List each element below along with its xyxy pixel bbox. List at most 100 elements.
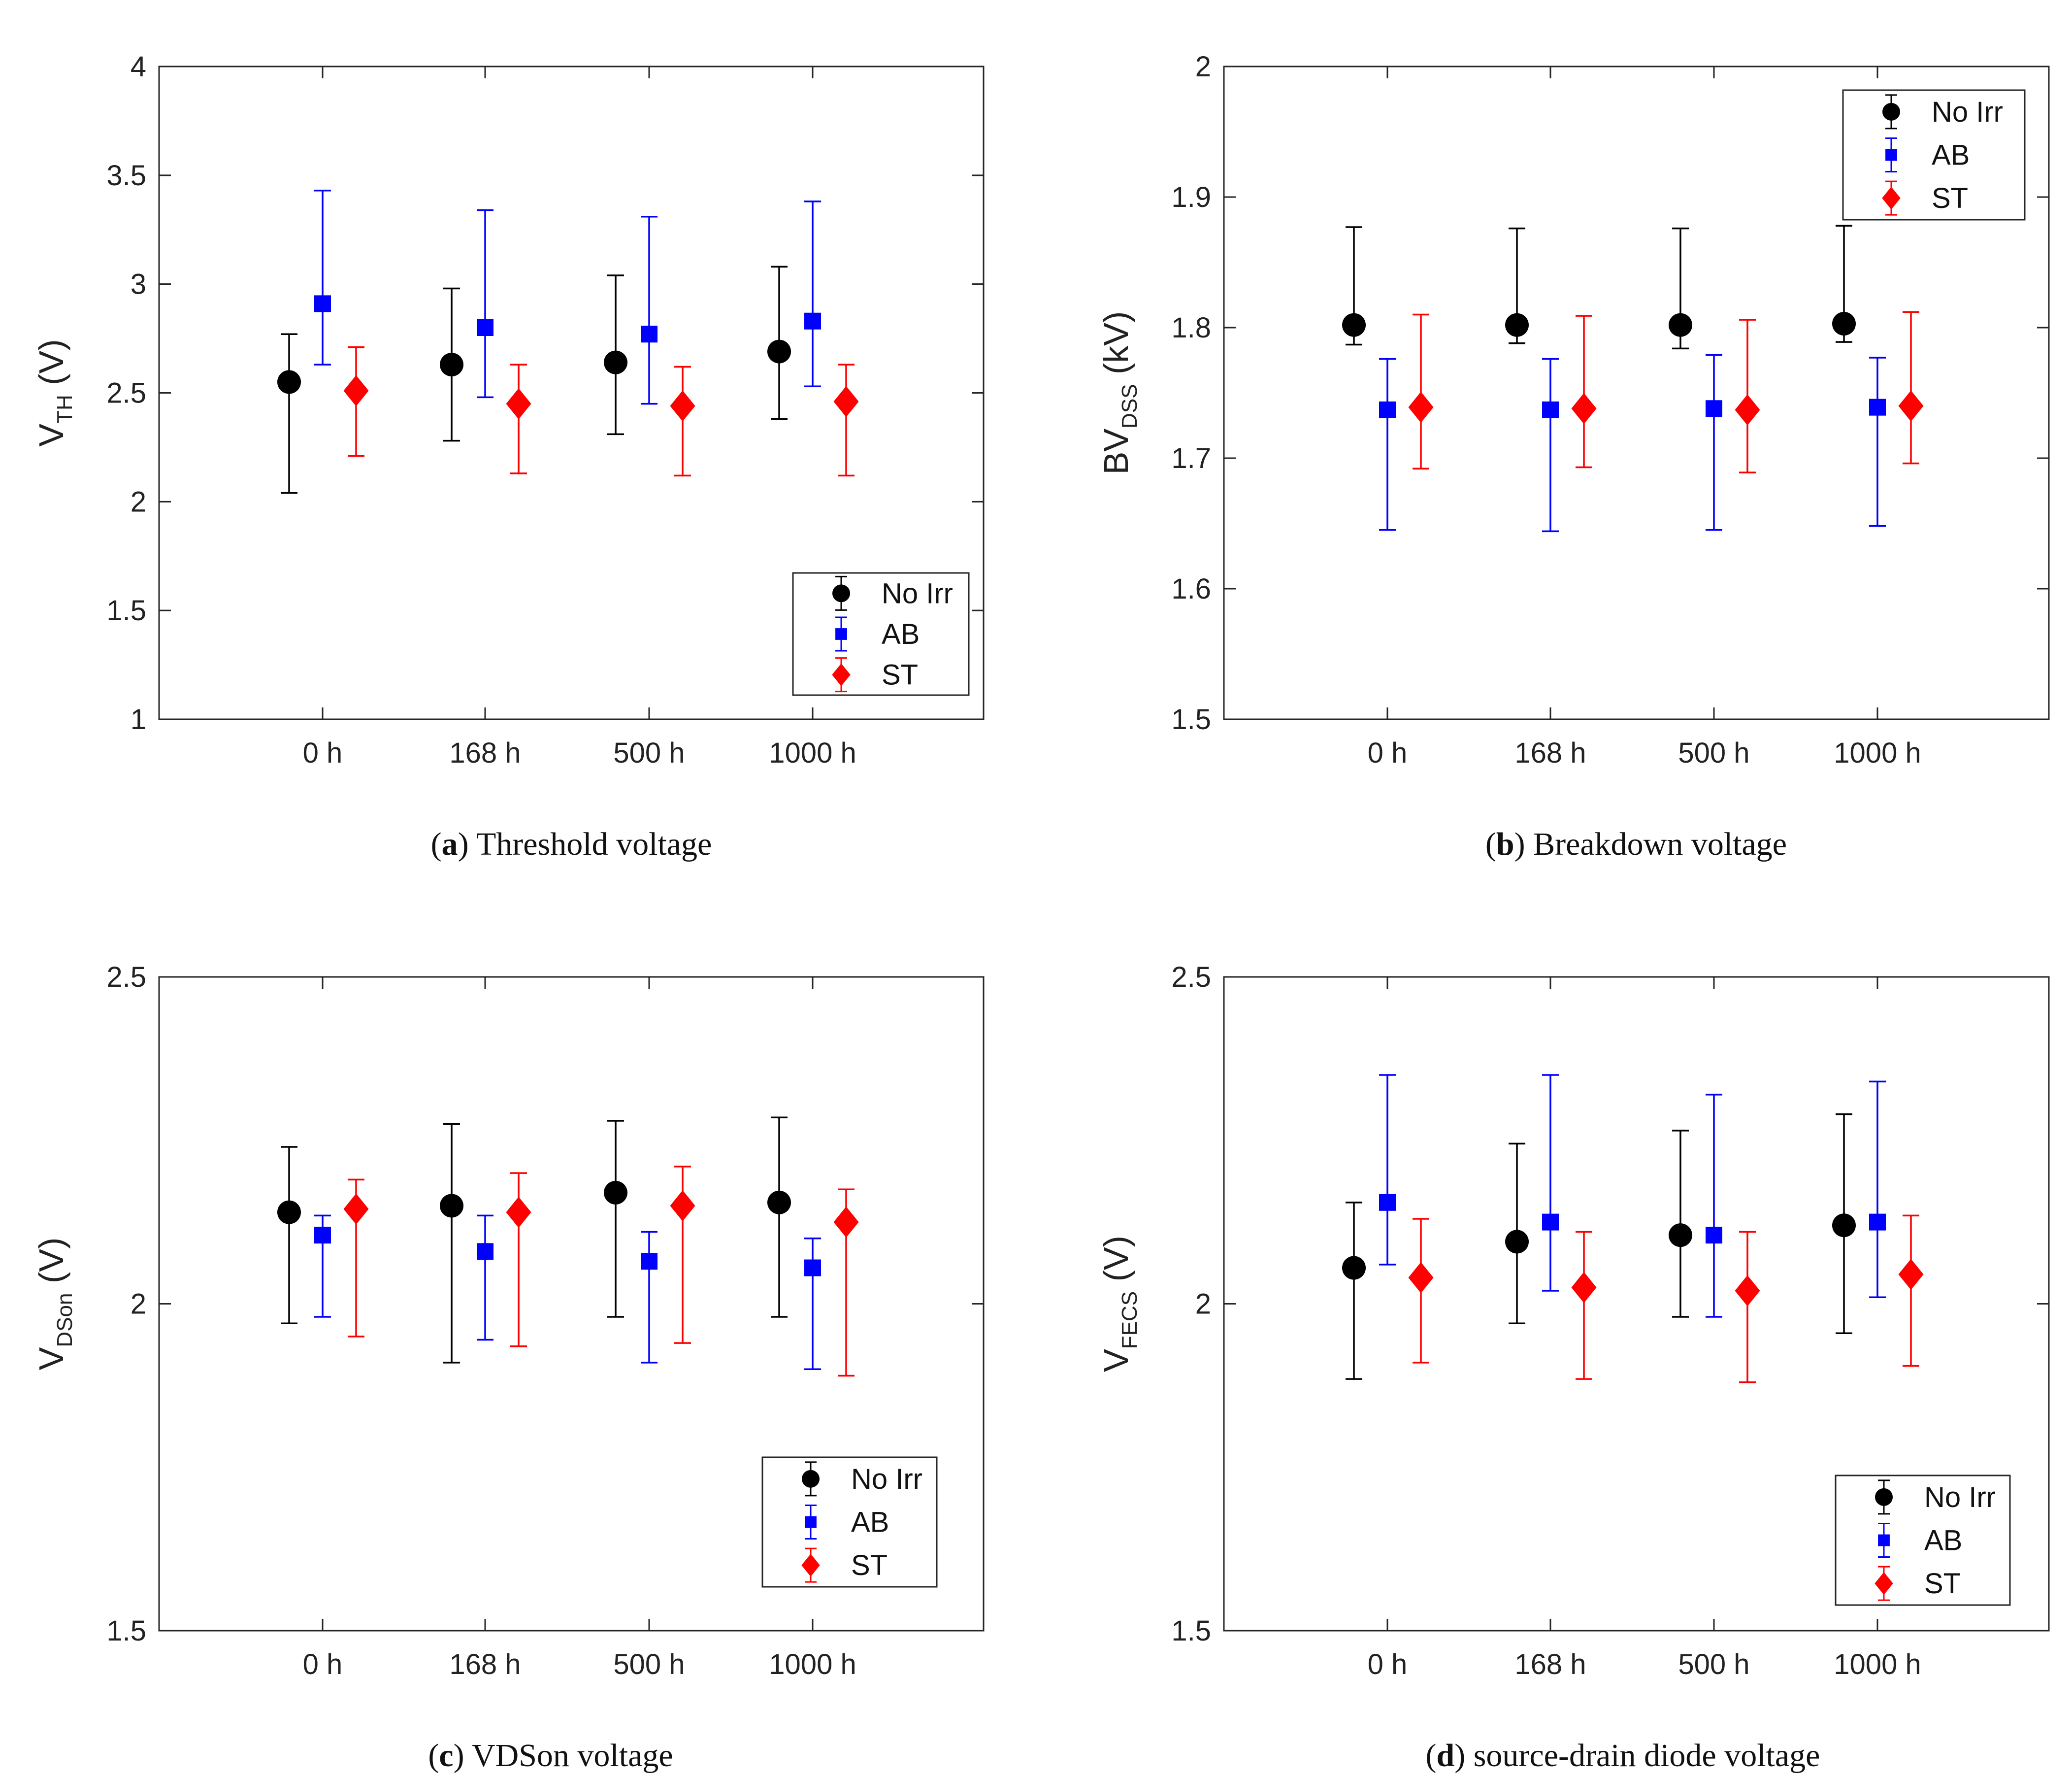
legend-marker-a-2 — [832, 663, 851, 686]
caption-paren-close-a: ) — [458, 826, 476, 862]
data-point-b-0-1 — [1505, 313, 1529, 337]
y-axis-label-a: VTH (V) — [32, 339, 77, 446]
caption-letter-c: c — [439, 1738, 453, 1774]
x-tick-label-d-3: 1000 h — [1834, 1648, 1921, 1680]
y-tick-label-a-6: 4 — [131, 51, 146, 83]
y-tick-label-a-1: 1.5 — [106, 595, 146, 627]
legend-label-b-1: AB — [1932, 139, 1970, 171]
legend-label-a-1: AB — [882, 618, 920, 650]
legend-label-b-0: No Irr — [1932, 96, 2003, 128]
legend-marker-b-1 — [1885, 149, 1897, 161]
chart-c: 1.5 2 2.5 0 h 168 h 500 h 1000 h VDSon (V) No Ir… — [32, 961, 985, 1774]
data-point-a-2-2 — [670, 390, 695, 422]
y-tick-label-d-0: 1.5 — [1171, 1615, 1211, 1647]
caption-paren-open-b: ( — [1485, 826, 1496, 862]
legend-box-c — [761, 1456, 938, 1588]
data-point-b-1-1 — [1542, 401, 1559, 418]
data-point-d-2-0 — [1408, 1262, 1434, 1293]
legend-label-c-1: AB — [851, 1507, 889, 1539]
legend-label-a-2: ST — [882, 659, 918, 691]
caption-letter-a: a — [442, 826, 458, 862]
data-point-a-2-0 — [343, 375, 369, 406]
series-b-no-irr — [1342, 225, 1856, 350]
y-axis-label-d: VFECS (V) — [1097, 1236, 1142, 1372]
caption-paren-close-c: ) — [454, 1738, 472, 1774]
data-point-a-0-3 — [767, 339, 791, 364]
x-tick-label-c-3: 1000 h — [769, 1648, 856, 1680]
y-axis-label-c: VDSon (V) — [32, 1238, 77, 1371]
data-point-a-1-0 — [314, 295, 331, 312]
y-axis-label-b: BVDSS (kV) — [1097, 311, 1142, 475]
legend-box-b — [1842, 89, 2026, 221]
legend-marker-d-2 — [1875, 1572, 1893, 1595]
data-point-c-1-0 — [314, 1227, 331, 1244]
legend-marker-a-1 — [835, 628, 847, 640]
series-c-ab — [314, 1214, 821, 1370]
series-b-st — [1408, 311, 1924, 473]
caption-paren-close-b: ) — [1514, 826, 1533, 862]
data-point-b-1-0 — [1379, 401, 1396, 418]
caption-d: (d) source-drain diode voltage — [1426, 1738, 1820, 1774]
x-tick-label-a-0: 0 h — [303, 737, 343, 769]
data-point-c-2-1 — [506, 1197, 531, 1228]
series-a-ab — [314, 190, 821, 405]
data-point-a-1-1 — [477, 319, 493, 336]
data-point-d-2-2 — [1735, 1275, 1760, 1307]
data-point-d-1-2 — [1706, 1227, 1722, 1244]
legend-label-d-0: No Irr — [1924, 1481, 1996, 1513]
data-point-c-2-3 — [833, 1206, 859, 1238]
y-tick-label-b-2: 1.7 — [1171, 442, 1211, 474]
y-axis-label-main-d: V — [1097, 1349, 1135, 1372]
y-tick-label-a-3: 2.5 — [106, 377, 146, 409]
data-point-b-0-2 — [1669, 313, 1692, 337]
data-point-d-0-2 — [1669, 1223, 1692, 1247]
caption-text-b: Breakdown voltage — [1533, 826, 1787, 862]
x-tick-label-c-0: 0 h — [303, 1648, 343, 1680]
caption-paren-open-c: ( — [428, 1738, 439, 1774]
caption-text-c: VDSon voltage — [472, 1738, 673, 1774]
y-axis-label-unit-a: (V) — [32, 339, 70, 395]
legend-label-c-2: ST — [851, 1549, 888, 1581]
legend-marker-b-0 — [1882, 102, 1900, 121]
data-point-b-2-0 — [1408, 392, 1434, 423]
legend-label-d-2: ST — [1924, 1568, 1961, 1600]
data-point-a-2-1 — [506, 388, 531, 420]
caption-text-d: source-drain diode voltage — [1474, 1738, 1820, 1774]
y-tick-label-b-0: 1.5 — [1171, 704, 1211, 736]
caption-text-a: Threshold voltage — [476, 826, 712, 862]
y-tick-label-d-2: 2.5 — [1171, 961, 1211, 993]
data-point-b-2-3 — [1898, 390, 1924, 422]
x-tick-label-d-2: 500 h — [1678, 1648, 1749, 1680]
y-axis-label-main-b: BV — [1097, 429, 1135, 475]
legend-marker-c-2 — [801, 1554, 820, 1577]
caption-paren-close-d: ) — [1454, 1738, 1473, 1774]
legend-label-a-0: No Irr — [882, 577, 953, 609]
y-axis-label-sub-a: TH — [53, 395, 77, 424]
data-point-b-0-3 — [1832, 312, 1856, 336]
data-point-d-0-3 — [1832, 1213, 1856, 1238]
y-tick-label-d-1: 2 — [1195, 1288, 1211, 1320]
y-tick-label-a-0: 1 — [131, 704, 146, 736]
data-point-c-0-3 — [767, 1190, 791, 1214]
data-point-d-0-0 — [1342, 1256, 1366, 1280]
y-axis-label-unit-d: (V) — [1097, 1236, 1135, 1291]
x-tick-label-d-1: 168 h — [1514, 1648, 1586, 1680]
y-tick-label-a-4: 3 — [131, 268, 146, 301]
x-tick-label-a-3: 1000 h — [769, 737, 856, 769]
data-point-d-0-1 — [1505, 1230, 1529, 1254]
data-point-c-0-2 — [604, 1180, 627, 1205]
x-tick-label-c-2: 500 h — [613, 1648, 685, 1680]
data-point-c-2-2 — [670, 1190, 695, 1221]
x-tick-label-c-1: 168 h — [449, 1648, 521, 1680]
data-point-a-0-0 — [277, 370, 301, 394]
x-tick-label-b-3: 1000 h — [1834, 737, 1921, 769]
chart-d: 1.5 2 2.5 0 h 168 h 500 h 1000 h VFECS (V) No Ir… — [1097, 961, 2050, 1774]
legend-marker-d-0 — [1875, 1488, 1893, 1506]
series-a-no-irr — [277, 266, 791, 494]
data-point-d-1-1 — [1542, 1213, 1559, 1231]
legend-label-d-1: AB — [1924, 1525, 1962, 1557]
x-tick-label-d-0: 0 h — [1368, 1648, 1408, 1680]
y-tick-label-a-2: 2 — [131, 486, 146, 518]
y-tick-label-c-1: 2 — [131, 1288, 146, 1320]
